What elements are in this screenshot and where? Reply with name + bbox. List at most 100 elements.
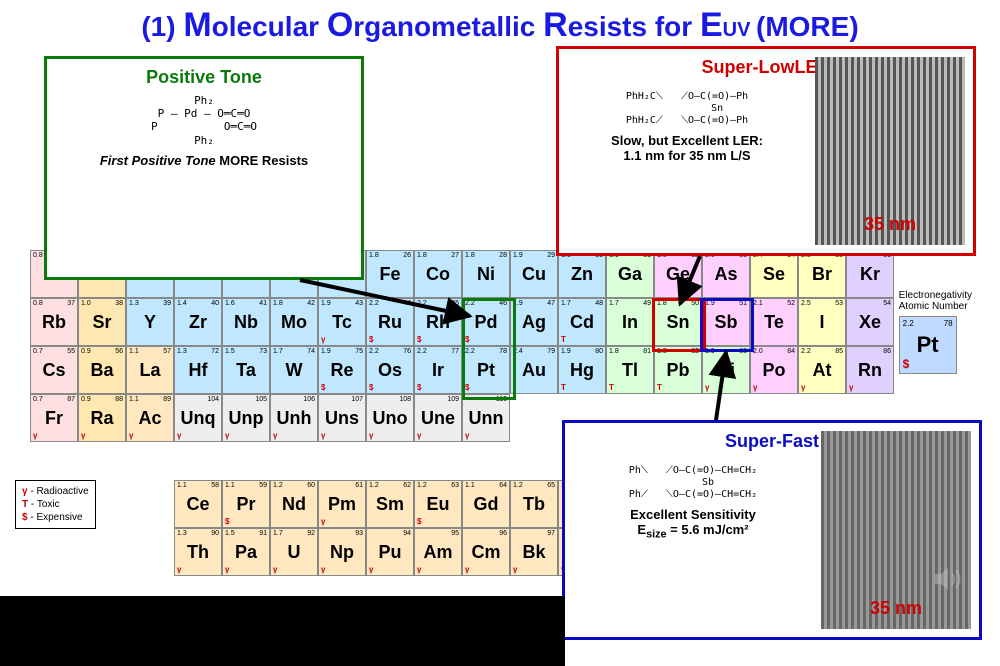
title-w3: esists for <box>568 11 700 42</box>
element-i: 2.553I <box>798 298 846 346</box>
element-nd: 1.260Nd <box>270 480 318 528</box>
element-unp: 105Unpγ <box>222 394 270 442</box>
element-pt: 2.278Pt$ <box>462 346 510 394</box>
legend-expensive: - Expensive <box>28 512 83 523</box>
element-fe: 1.826Fe <box>366 250 414 298</box>
element-bk: 97Bkγ <box>510 528 558 576</box>
title-w1: olecular <box>212 11 327 42</box>
element-u: 1.792Uγ <box>270 528 318 576</box>
title-cap-o: O <box>327 6 353 44</box>
element-rn: 86Rnγ <box>846 346 894 394</box>
element-ga: 1.631Ga <box>606 250 654 298</box>
element-se: 2.434Se <box>750 250 798 298</box>
element-sb: 1.951Sb <box>702 298 750 346</box>
element-fr: 0.787Frγ <box>30 394 78 442</box>
element-pd: 2.246Pd$ <box>462 298 510 346</box>
title-acronym: (MORE) <box>756 11 859 42</box>
callout-super-fast: Super-Fast Ph⟍ ⟋O–C(=O)–CH=CH₂ Sb Ph⟋ ⟍O… <box>562 420 982 640</box>
element-in: 1.749In <box>606 298 654 346</box>
element-tb: 1.265Tb <box>510 480 558 528</box>
element-ta: 1.573Ta <box>222 346 270 394</box>
title-cap-m: M <box>183 6 211 44</box>
element-rb: 0.837Rb <box>30 298 78 346</box>
audio-icon <box>933 565 967 593</box>
element-sr: 1.038Sr <box>78 298 126 346</box>
element-pu: 94Puγ <box>366 528 414 576</box>
en-legend-en: 2.2 <box>903 319 914 328</box>
element-rh: 2.245Rh$ <box>414 298 462 346</box>
legend-radioactive: - Radioactive <box>28 486 89 497</box>
element-zr: 1.440Zr <box>174 298 222 346</box>
legend-toxic: - Toxic <box>28 499 60 510</box>
element-gd: 1.164Gd <box>462 480 510 528</box>
element-la: 1.157La <box>126 346 174 394</box>
element-cu: 1.929Cu <box>510 250 558 298</box>
element-ac: 1.189Acγ <box>126 394 174 442</box>
element-xe: 54Xe <box>846 298 894 346</box>
element-kr: 36Kr <box>846 250 894 298</box>
element-pb: 1.882PbT <box>654 346 702 394</box>
element-bi: 1.983Biγ <box>702 346 750 394</box>
element-au: 2.479Au <box>510 346 558 394</box>
sem-image-fast: 35 nm <box>821 431 971 629</box>
element-cm: 96Cmγ <box>462 528 510 576</box>
element-hg: 1.980HgT <box>558 346 606 394</box>
element-ni: 1.828Ni <box>462 250 510 298</box>
en-legend-sym: Pt <box>917 332 939 358</box>
molecule-sb: Ph⟍ ⟋O–C(=O)–CH=CH₂ Sb Ph⟋ ⟍O–C(=O)–CH=C… <box>573 465 813 501</box>
element-pr: 1.159Pr$ <box>222 480 270 528</box>
element-ge: 1.832Ge <box>654 250 702 298</box>
element-ce: 1.158Ce <box>174 480 222 528</box>
callout-ler-caption1: Slow, but Excellent LER: <box>567 133 807 148</box>
element-zn: 1.630Zn <box>558 250 606 298</box>
element-os: 2.276Os$ <box>366 346 414 394</box>
bottom-black-bar <box>0 596 565 666</box>
title-w4: UV <box>723 19 756 41</box>
element-re: 1.975Re$ <box>318 346 366 394</box>
en-legend-l2: Atomic Number <box>899 301 972 312</box>
element-y: 1.339Y <box>126 298 174 346</box>
en-legend-z: 78 <box>944 319 953 328</box>
element-at: 2.285Atγ <box>798 346 846 394</box>
en-legend-cell: 2.2 78 Pt $ <box>899 316 957 374</box>
element-hf: 1.372Hf <box>174 346 222 394</box>
element-po: 2.084Poγ <box>750 346 798 394</box>
legend-key: γ - Radioactive T - Toxic $ - Expensive <box>15 480 96 529</box>
element-th: 1.390Thγ <box>174 528 222 576</box>
element-te: 2.152Te <box>750 298 798 346</box>
element-co: 1.827Co <box>414 250 462 298</box>
element-eu: 1.263Eu$ <box>414 480 462 528</box>
element-unh: 106Unhγ <box>270 394 318 442</box>
title-prefix: (1) <box>141 11 183 42</box>
element-pa: 1.591Paγ <box>222 528 270 576</box>
element-cs: 0.755Cs <box>30 346 78 394</box>
element-am: 95Amγ <box>414 528 462 576</box>
element-ba: 0.956Ba <box>78 346 126 394</box>
callout-positive-caption: First Positive Tone MORE Resists <box>57 153 351 168</box>
sem-image-ler: 35 nm <box>815 57 965 245</box>
element-ir: 2.277Ir$ <box>414 346 462 394</box>
element-ru: 2.244Ru$ <box>366 298 414 346</box>
element-as: 2.033As <box>702 250 750 298</box>
element-br: 2.835Br <box>798 250 846 298</box>
element-uno: 108Unoγ <box>366 394 414 442</box>
element-tl: 1.881TlT <box>606 346 654 394</box>
element-sn: 1.850Sn <box>654 298 702 346</box>
element-nb: 1.641Nb <box>222 298 270 346</box>
en-legend-l1: Electronegativity <box>899 290 972 301</box>
element-ra: 0.988Raγ <box>78 394 126 442</box>
element-np: 93Npγ <box>318 528 366 576</box>
callout-positive-tone: Positive Tone Ph₂ P — Pd — O═C═O P O═C═O… <box>44 56 364 280</box>
en-legend-mk: $ <box>903 357 910 371</box>
element-ag: 1.947Ag <box>510 298 558 346</box>
callout-ler-caption2: 1.1 nm for 35 nm L/S <box>567 148 807 163</box>
element-unn: 110Unnγ <box>462 394 510 442</box>
page-title: (1) Molecular Organometallic Resists for… <box>0 6 1000 45</box>
callout-fast-caption2: Esize = 5.6 mJ/cm² <box>573 522 813 541</box>
title-w2: rganometallic <box>353 11 543 42</box>
element-w: 1.774W <box>270 346 318 394</box>
sem-label-ler: 35 nm <box>860 212 920 237</box>
title-cap-e: E <box>700 6 723 44</box>
element-tc: 1.943Tcγ <box>318 298 366 346</box>
element-une: 109Uneγ <box>414 394 462 442</box>
